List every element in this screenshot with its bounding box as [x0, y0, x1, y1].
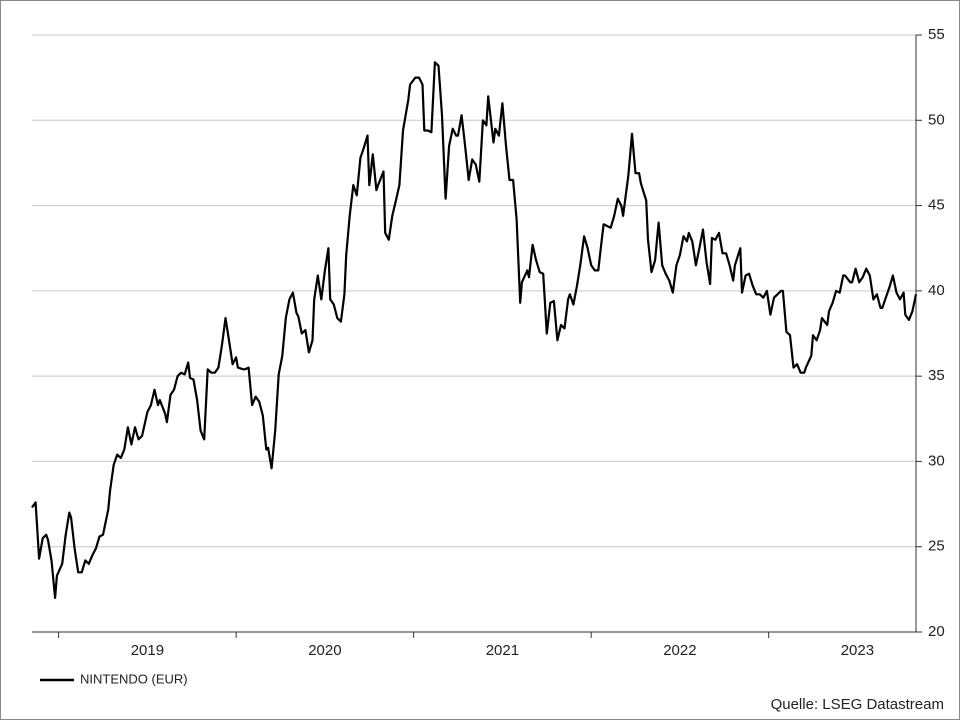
y-tick-label: 25 [928, 538, 945, 555]
x-tick-label: 2020 [308, 642, 341, 659]
y-tick-label: 50 [928, 111, 945, 128]
legend-label: NINTENDO (EUR) [80, 671, 188, 686]
x-tick-label: 2021 [486, 642, 519, 659]
y-tick-label: 45 [928, 197, 945, 214]
x-tick-label: 2022 [663, 642, 696, 659]
y-tick-label: 40 [928, 282, 945, 299]
y-tick-label: 55 [928, 26, 945, 43]
y-tick-label: 35 [928, 367, 945, 384]
x-tick-label: 2019 [131, 642, 164, 659]
source-note: Quelle: LSEG Datastream [771, 696, 944, 713]
price-line [31, 61, 918, 599]
y-tick-label: 30 [928, 452, 945, 469]
y-tick-label: 20 [928, 623, 945, 640]
x-tick-label: 2023 [841, 642, 874, 659]
